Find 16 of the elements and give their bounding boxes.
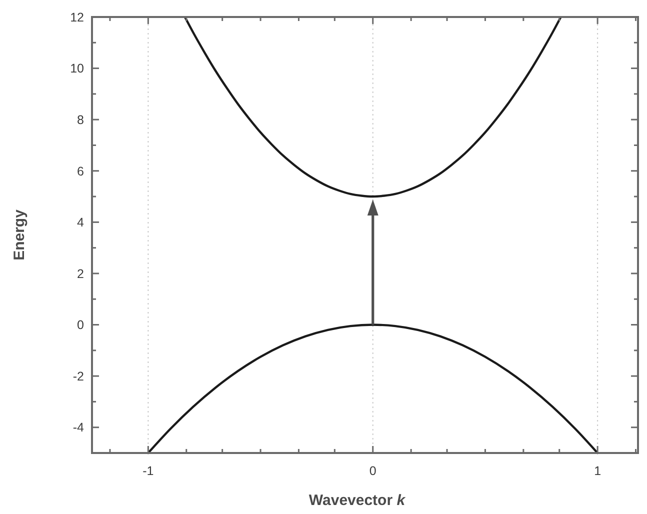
y-tick-label: -2 xyxy=(72,369,84,384)
line-series xyxy=(147,324,599,454)
y-tick-label: 12 xyxy=(70,10,84,24)
y-tick-label: 6 xyxy=(77,164,84,178)
y-tick-label: 4 xyxy=(77,216,84,230)
y-tick-label: 2 xyxy=(77,266,84,281)
y-tick-label: -4 xyxy=(72,420,84,435)
x-tick-label: 1 xyxy=(594,464,602,478)
y-tick-label: 8 xyxy=(77,112,84,127)
line-series xyxy=(184,16,562,198)
y-tick-label: 10 xyxy=(70,62,84,76)
x-tick-label: -1 xyxy=(142,464,154,478)
x-axis-title: Wavevector k xyxy=(308,492,406,509)
y-tick-label: 0 xyxy=(77,318,84,332)
x-tick-label: 0 xyxy=(369,464,376,478)
y-axis-title: Energy xyxy=(11,208,28,260)
